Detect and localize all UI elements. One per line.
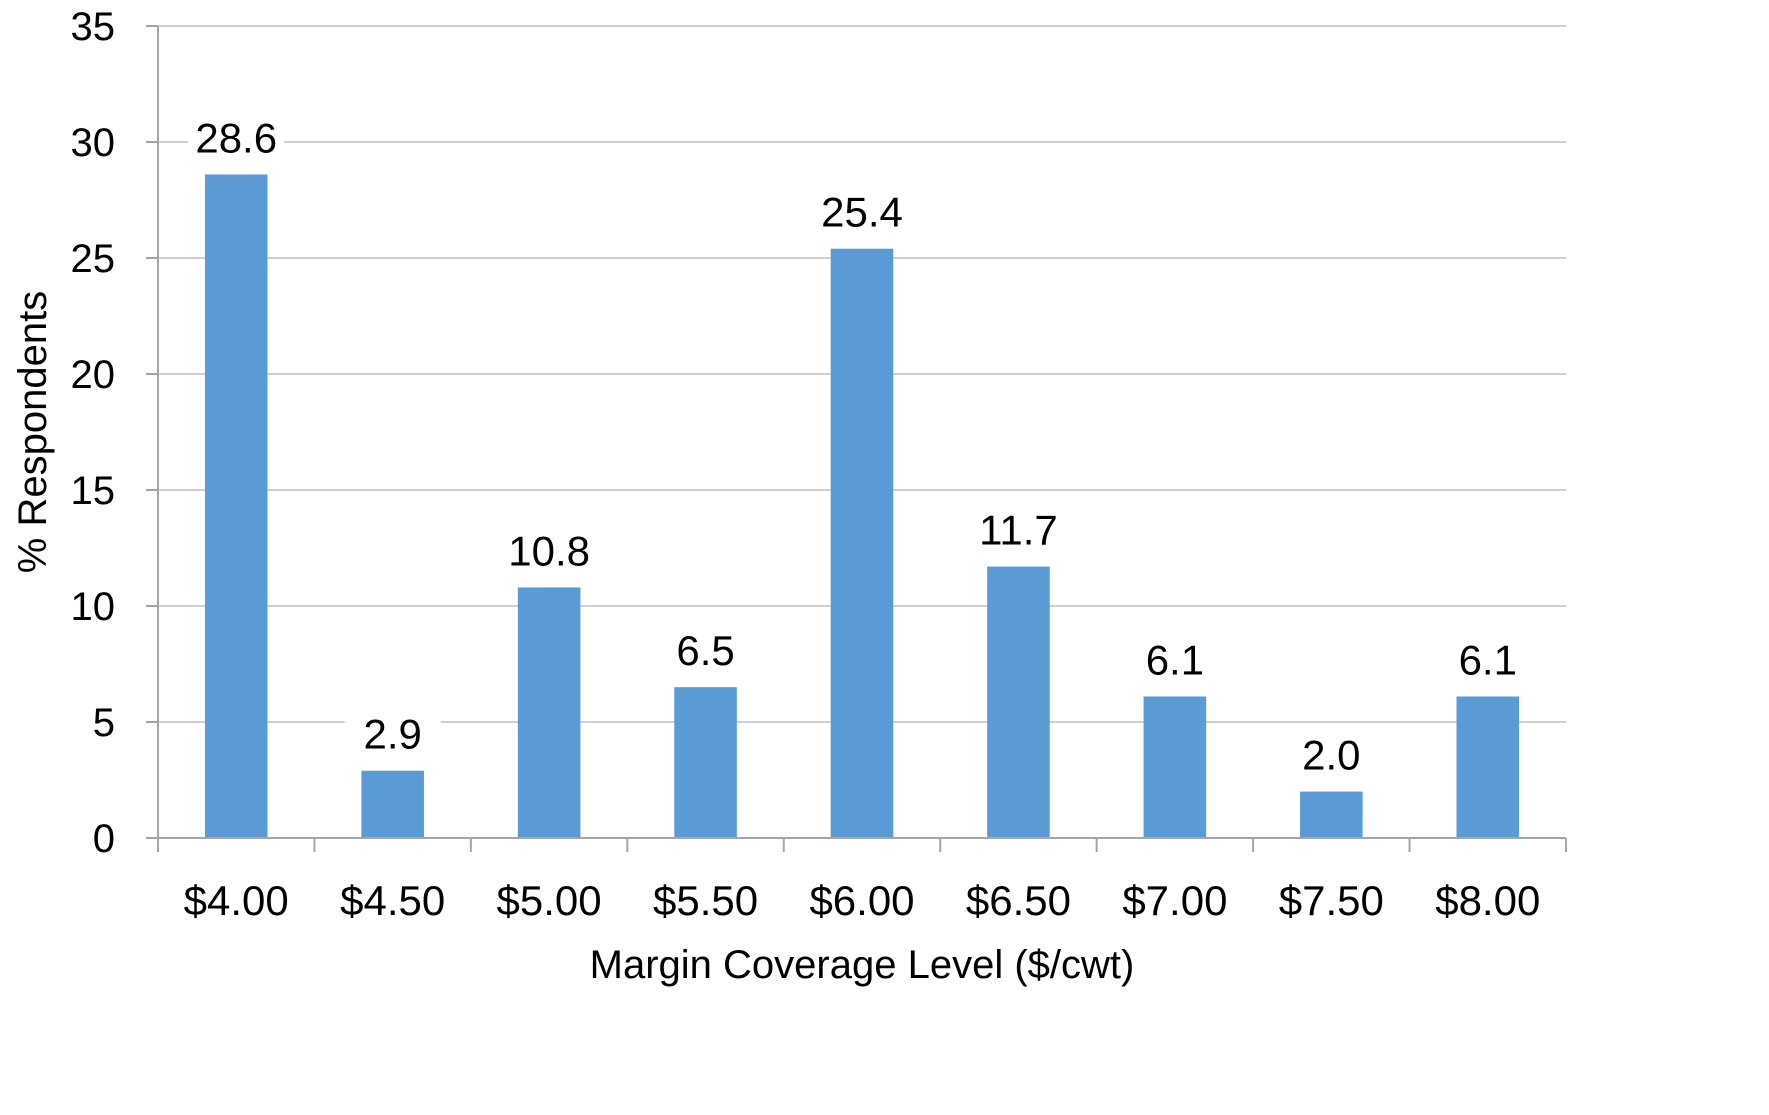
y-axis-ticks: 0 5 10 15 20 25 30 35 bbox=[71, 5, 158, 861]
data-label-bg-7 bbox=[1283, 729, 1380, 780]
x-tick-label-5: $6.50 bbox=[966, 877, 1071, 924]
data-label-bg-0 bbox=[188, 112, 285, 163]
x-axis: $4.00 $4.50 $5.00 $5.50 $6.00 $6.50 $7.00 $7.50… bbox=[157, 26, 1567, 924]
x-tick-label-0: $4.00 bbox=[184, 877, 289, 924]
x-tick-label-1: $4.50 bbox=[340, 877, 445, 924]
data-label-5: 11.7 bbox=[979, 507, 1058, 554]
data-label-7: 2.0 bbox=[1302, 732, 1360, 779]
x-tick-label-7: $7.50 bbox=[1279, 877, 1384, 924]
data-label-bg-3 bbox=[657, 625, 754, 676]
data-label-bg-6 bbox=[1126, 634, 1223, 685]
y-tick-label-30: 30 bbox=[71, 121, 116, 165]
data-label-6: 6.1 bbox=[1146, 636, 1204, 683]
data-label-1: 2.9 bbox=[363, 711, 421, 758]
x-tick-label-3: $5.50 bbox=[653, 877, 758, 924]
x-axis-title: Margin Coverage Level ($/cwt) bbox=[590, 943, 1135, 987]
bar-3 bbox=[674, 687, 737, 838]
bars bbox=[204, 174, 1520, 839]
data-label-8: 6.1 bbox=[1459, 636, 1517, 683]
data-label-bg-2 bbox=[501, 525, 598, 576]
y-axis-title: % Respondents bbox=[11, 291, 55, 573]
data-label-2: 10.8 bbox=[508, 527, 590, 574]
x-tick-label-2: $5.00 bbox=[497, 877, 602, 924]
bar-2 bbox=[517, 587, 581, 838]
data-label-4: 25.4 bbox=[821, 189, 903, 236]
bar-0 bbox=[204, 174, 268, 839]
data-labels: 28.6 2.9 10.8 6.5 25.4 11.7 6.1 2.0 6.1 bbox=[188, 112, 1536, 780]
y-tick-label-25: 25 bbox=[71, 237, 116, 281]
y-tick-label-20: 20 bbox=[71, 353, 116, 397]
bar-4 bbox=[830, 248, 894, 839]
bar-6 bbox=[1143, 696, 1207, 838]
data-label-0: 28.6 bbox=[195, 114, 277, 161]
y-tick-label-0: 0 bbox=[93, 817, 115, 861]
data-label-bg-4 bbox=[814, 186, 910, 237]
bar-7 bbox=[1300, 791, 1363, 838]
x-tick-label-4: $6.00 bbox=[809, 877, 914, 924]
y-tick-label-5: 5 bbox=[93, 701, 115, 745]
data-label-3: 6.5 bbox=[676, 627, 734, 674]
y-tick-label-15: 15 bbox=[71, 469, 116, 513]
x-tick-label-8: $8.00 bbox=[1435, 877, 1540, 924]
bar-5 bbox=[987, 566, 1050, 838]
bar-1 bbox=[361, 770, 424, 838]
x-tick-label-6: $7.00 bbox=[1122, 877, 1227, 924]
bar-8 bbox=[1456, 696, 1520, 838]
data-label-bg-5 bbox=[970, 504, 1067, 555]
y-tick-label-35: 35 bbox=[71, 5, 116, 49]
data-label-bg-8 bbox=[1439, 634, 1536, 685]
y-tick-label-10: 10 bbox=[71, 585, 116, 629]
data-label-bg-1 bbox=[344, 708, 441, 759]
